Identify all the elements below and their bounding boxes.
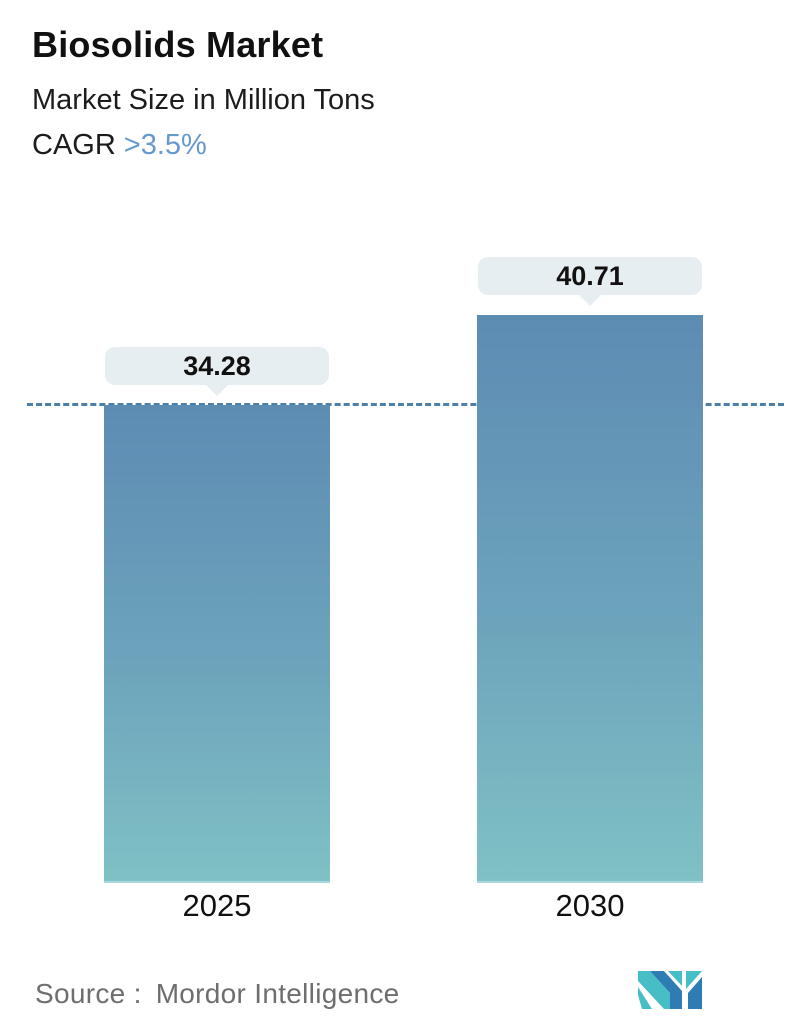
x-axis-label-2025: 2025 <box>182 888 252 923</box>
value-label-2030: 40.71 <box>556 260 624 291</box>
x-axis-label-2030: 2030 <box>555 888 625 923</box>
reference-dashed-line <box>27 403 784 406</box>
value-bubble-2025: 34.28 <box>105 347 329 385</box>
bar-column-2030: 40.71 <box>477 257 703 883</box>
page-title: Biosolids Market <box>32 24 324 65</box>
chart-footer: Source : Mordor Intelligence <box>0 954 796 1034</box>
bar-2025 <box>104 405 330 883</box>
bar-2030 <box>477 315 703 883</box>
cagr-value: >3.5% <box>123 129 207 161</box>
cagr-label: CAGR <box>32 129 116 161</box>
chart-subtitle: Market Size in Million Tons <box>32 84 375 116</box>
source-line: Source : Mordor Intelligence <box>35 978 400 1010</box>
value-label-2025: 34.28 <box>183 350 251 381</box>
chart-header: Biosolids Market Market Size in Million … <box>32 24 375 162</box>
bar-column-2025: 34.28 <box>104 347 330 883</box>
value-bubble-2030: 40.71 <box>478 257 702 295</box>
source-label: Source : <box>35 978 142 1009</box>
source-value: Mordor Intelligence <box>155 978 400 1009</box>
mordor-intelligence-logo <box>638 971 702 1009</box>
cagr-line: CAGR >3.5% <box>32 129 375 162</box>
